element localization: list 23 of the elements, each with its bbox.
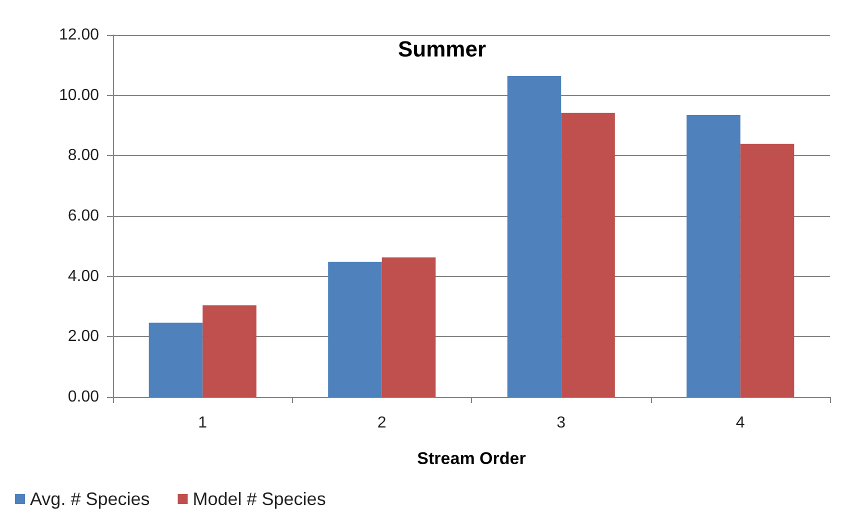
x-tick-label: 4: [736, 414, 745, 432]
y-tick-label: 12.00: [58, 26, 100, 44]
y-tick-label: 0.00: [68, 388, 100, 406]
bar: [202, 305, 256, 397]
bar: [382, 257, 436, 397]
legend-label: Model # Species: [192, 489, 326, 509]
x-tick-label: 1: [198, 414, 208, 432]
bar: [328, 262, 382, 397]
x-tick-label: 2: [377, 414, 386, 432]
bar: [148, 322, 203, 397]
y-tick-label: 10.00: [58, 86, 100, 104]
bar: [561, 112, 615, 397]
y-tick-label: 6.00: [68, 208, 100, 224]
y-tick-label: 2.00: [68, 328, 100, 346]
bar: [740, 144, 794, 397]
y-tick-label: 4.00: [68, 268, 100, 285]
bar: [686, 114, 740, 397]
bar: [507, 76, 562, 397]
chart-title: Summer: [398, 36, 486, 62]
legend-label: Avg. # Species: [30, 489, 150, 509]
x-axis-title: Stream Order: [417, 449, 526, 468]
y-tick-label: 8.00: [68, 147, 100, 164]
x-tick-label: 3: [556, 414, 566, 432]
